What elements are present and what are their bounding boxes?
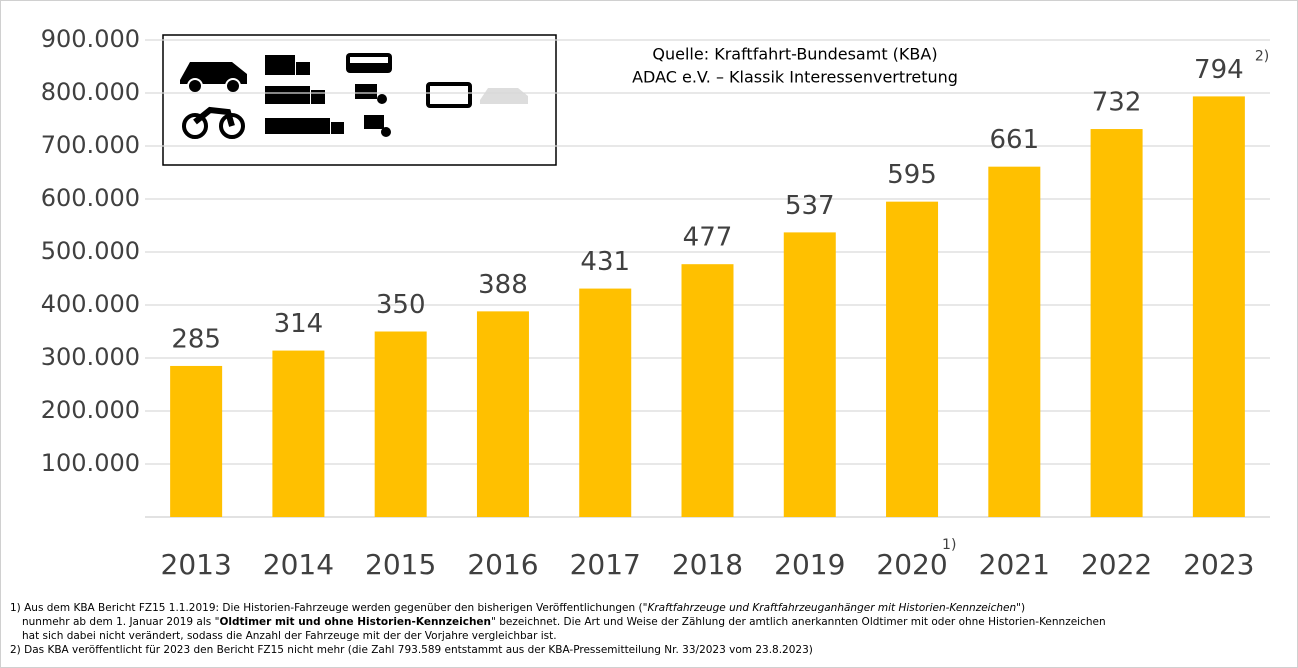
source: Quelle: Kraftfahrt-Bundesamt (KBA) xyxy=(652,45,937,64)
bar xyxy=(1090,129,1143,518)
annotation: 2) xyxy=(1255,48,1269,64)
data-label: 537 xyxy=(785,191,835,221)
x-tick-label: 2014 xyxy=(263,548,334,581)
y-tick-label: 600.000 xyxy=(41,184,140,212)
source: ADAC e.V. – Klassik Interessenvertretung xyxy=(632,68,958,87)
footnote-part: 1) Aus dem KBA Bericht FZ15 1.1.2019: Di… xyxy=(10,602,647,614)
data-label: 350 xyxy=(376,290,426,320)
x-tick-label: 2022 xyxy=(1081,548,1152,581)
bar xyxy=(170,365,223,517)
data-label: 431 xyxy=(580,247,630,277)
bar xyxy=(1192,96,1245,517)
x-tick-label: 2021 xyxy=(979,548,1050,581)
y-tick-label: 100.000 xyxy=(41,449,140,477)
data-label: 595 xyxy=(887,160,937,190)
footnote: nunmehr ab dem 1. Januar 2019 als "Oldti… xyxy=(22,616,1106,628)
data-label: 388 xyxy=(478,270,528,300)
data-label: 285 xyxy=(171,324,221,354)
x-tick-label: 2018 xyxy=(672,548,743,581)
x-tick-label: 2013 xyxy=(161,548,232,581)
footnote-part: Kraftfahrzeuge und Kraftfahrzeuganhänger… xyxy=(647,602,1016,614)
bar xyxy=(886,201,939,517)
x-tick-label: 2016 xyxy=(467,548,538,581)
x-tick-label: 2020 xyxy=(876,548,947,581)
x-tick-label: 2023 xyxy=(1183,548,1254,581)
data-label: 477 xyxy=(683,223,733,253)
bar xyxy=(272,350,325,517)
x-tick-label: 2015 xyxy=(365,548,436,581)
bar xyxy=(374,331,427,517)
footnote-part: Oldtimer mit und ohne Historien-Kennzeic… xyxy=(219,616,491,628)
y-tick-label: 300.000 xyxy=(41,343,140,371)
data-label: 661 xyxy=(989,125,1039,155)
y-tick-label: 800.000 xyxy=(41,78,140,106)
footnote: hat sich dabei nicht verändert, sodass d… xyxy=(22,630,557,642)
bar xyxy=(783,232,836,517)
bar xyxy=(988,166,1041,518)
footnote: 1) Aus dem KBA Bericht FZ15 1.1.2019: Di… xyxy=(10,602,1025,614)
footnote-part: 2) Das KBA veröffentlicht für 2023 den B… xyxy=(10,644,813,656)
x-tick-label: 2017 xyxy=(570,548,641,581)
y-tick-label: 500.000 xyxy=(41,237,140,265)
footnote-part: " bezeichnet. Die Art und Weise der Zähl… xyxy=(491,616,1106,628)
footnote-part: ") xyxy=(1016,602,1025,614)
bar xyxy=(476,311,529,517)
data-label: 794 xyxy=(1194,55,1244,85)
footnote: 2) Das KBA veröffentlicht für 2023 den B… xyxy=(10,644,813,656)
y-tick-label: 200.000 xyxy=(41,396,140,424)
footnote-part: nunmehr ab dem 1. Januar 2019 als " xyxy=(22,616,219,628)
footnote-part: hat sich dabei nicht verändert, sodass d… xyxy=(22,630,557,642)
data-label: 314 xyxy=(274,309,324,339)
y-tick-label: 900.000 xyxy=(41,25,140,53)
y-tick-label: 700.000 xyxy=(41,131,140,159)
y-tick-label: 400.000 xyxy=(41,290,140,318)
bar xyxy=(579,288,632,517)
bar xyxy=(681,264,734,517)
legend-icons xyxy=(162,34,557,166)
x-tick-label: 2019 xyxy=(774,548,845,581)
data-label: 732 xyxy=(1092,88,1142,118)
annotation: 1) xyxy=(942,537,956,553)
